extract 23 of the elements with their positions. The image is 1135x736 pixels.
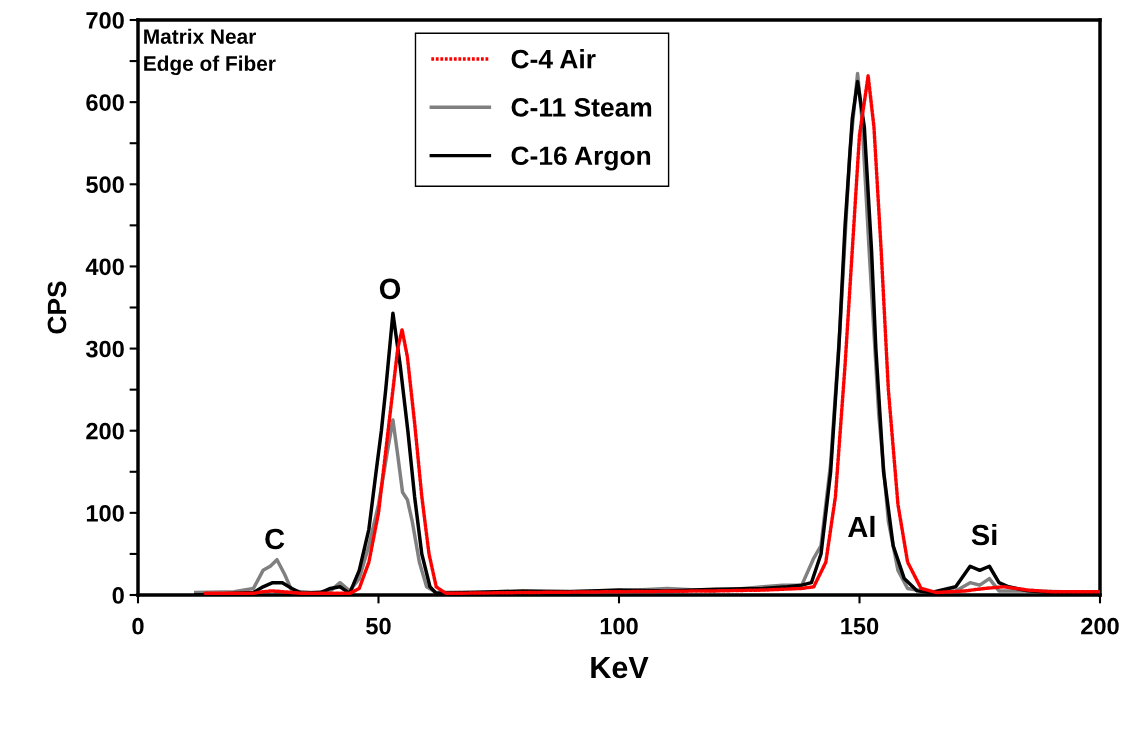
y-tick-label: 400	[85, 258, 124, 276]
legend-label: C-16 Argon	[511, 146, 651, 171]
annotation: C	[265, 528, 285, 550]
y-tick-label: 200	[86, 422, 124, 440]
x-tick-label: 0	[132, 617, 144, 635]
y-tick-label: 100	[86, 504, 124, 522]
annotation: O	[379, 278, 401, 300]
y-tick-label: 700	[86, 12, 124, 29]
x-tick-label: 200	[1081, 617, 1119, 635]
y-tick-label: 500	[86, 176, 124, 194]
x-axis-title: KeV	[591, 657, 649, 679]
x-tick-label: 150	[841, 617, 879, 635]
legend-label: C-11 Steam	[511, 98, 652, 117]
x-tick-label: 50	[366, 617, 391, 635]
legend-label: C-4 Air	[511, 49, 596, 69]
x-tick-label: 100	[600, 617, 638, 635]
annotation: Al	[848, 515, 875, 537]
annotation: Matrix Near Edge of Fiber	[144, 28, 276, 76]
y-tick-label: 600	[86, 94, 124, 111]
annotation: Si	[971, 523, 997, 546]
y-axis-title: CPS	[47, 281, 67, 334]
y-tick-label: 0	[112, 587, 124, 604]
y-tick-label: 300	[85, 340, 124, 358]
